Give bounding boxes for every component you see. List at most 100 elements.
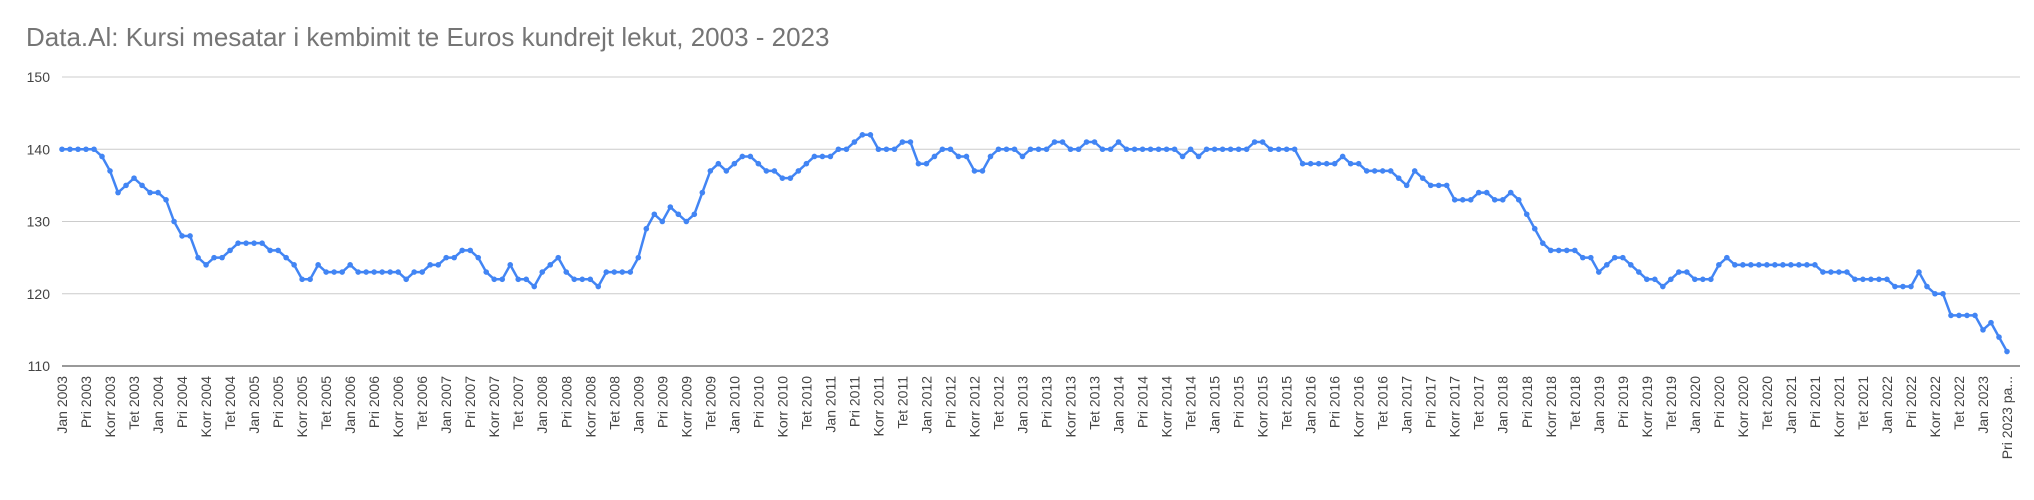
x-tick-label: Jan 2012: [918, 376, 934, 434]
point: [835, 146, 842, 153]
point: [1692, 276, 1698, 283]
point: [579, 276, 586, 283]
x-tick-label: Jan 2020: [1687, 376, 1703, 434]
point: [1107, 146, 1114, 153]
point: [1195, 153, 1202, 160]
point: [379, 269, 385, 275]
point: [339, 269, 345, 275]
point: [491, 276, 498, 283]
point: [779, 175, 786, 181]
x-tick-label: Korr 2018: [1543, 376, 1559, 438]
point: [59, 146, 65, 153]
point: [1628, 262, 1634, 268]
point: [411, 269, 417, 275]
point: [1139, 146, 1146, 153]
x-tick-label: Jan 2004: [150, 376, 166, 434]
point: [1724, 254, 1730, 261]
point: [947, 146, 954, 153]
point: [539, 269, 546, 275]
point: [235, 240, 241, 246]
point: [795, 168, 802, 174]
x-tick-label: Tet 2005: [318, 376, 334, 430]
point: [1099, 146, 1106, 153]
point: [819, 153, 826, 160]
x-tick-label: Pri 2016: [1327, 376, 1343, 428]
point: [611, 269, 618, 275]
point: [363, 269, 369, 275]
point: [1708, 276, 1714, 283]
point: [523, 276, 530, 283]
x-tick-label: Jan 2003: [54, 376, 70, 434]
point: [1339, 153, 1346, 160]
point: [1003, 146, 1010, 153]
point: [1299, 160, 1306, 167]
point: [1067, 146, 1074, 153]
x-tick-label: Tet 2008: [606, 376, 622, 430]
x-tick-label: Jan 2013: [1014, 376, 1030, 434]
point: [259, 240, 265, 246]
point: [1187, 146, 1194, 153]
x-tick-label: Korr 2008: [582, 376, 598, 438]
point: [803, 160, 810, 167]
x-tick-label: Jan 2017: [1399, 376, 1415, 434]
point: [123, 182, 129, 189]
x-tick-label: Korr 2015: [1255, 376, 1271, 438]
point: [1227, 146, 1234, 153]
point: [1644, 276, 1650, 283]
point: [251, 240, 257, 246]
point: [1603, 262, 1610, 268]
point: [979, 168, 986, 174]
point: [1427, 182, 1434, 189]
point: [1483, 189, 1490, 196]
point: [1419, 175, 1426, 181]
point: [1884, 276, 1890, 283]
point: [1812, 262, 1818, 268]
point: [1876, 276, 1882, 283]
point: [1403, 182, 1410, 189]
x-tick-label: Jan 2009: [630, 376, 646, 434]
point: [1123, 146, 1130, 153]
point: [1836, 269, 1842, 275]
point: [811, 153, 818, 160]
point: [739, 153, 746, 160]
point: [651, 211, 658, 218]
point: [1027, 146, 1034, 153]
point: [1291, 146, 1298, 153]
point: [91, 146, 97, 153]
point: [931, 153, 938, 160]
x-tick-label: Korr 2022: [1927, 376, 1943, 438]
x-tick-label: Tet 2003: [126, 376, 142, 430]
point: [2004, 348, 2010, 355]
point: [1916, 269, 1922, 275]
x-tick-label: Tet 2021: [1855, 376, 1871, 430]
x-tick-label: Pri 2020: [1711, 376, 1727, 428]
point: [1892, 283, 1898, 290]
x-tick-label: Korr 2014: [1159, 376, 1175, 438]
point: [1451, 197, 1458, 203]
point: [1660, 283, 1666, 290]
point: [1820, 269, 1826, 275]
x-tick-label: Korr 2019: [1639, 376, 1655, 438]
x-tick-label: Tet 2006: [414, 376, 430, 430]
point: [1147, 146, 1154, 153]
point: [1515, 197, 1522, 203]
point: [715, 160, 722, 167]
point: [1315, 160, 1322, 167]
point: [267, 247, 273, 254]
point: [1019, 153, 1026, 160]
x-tick-label: Tet 2007: [510, 376, 526, 430]
x-tick-label: Pri 2014: [1135, 376, 1151, 428]
x-tick-label: Korr 2012: [966, 376, 982, 438]
x-tick-label: Korr 2020: [1735, 376, 1751, 438]
point: [299, 276, 305, 283]
x-tick-label: Pri 2008: [558, 376, 574, 428]
point: [1507, 189, 1514, 196]
point: [1547, 247, 1554, 254]
x-tick-label: Pri 2017: [1423, 376, 1439, 428]
x-tick-label: Korr 2006: [390, 376, 406, 438]
point: [443, 254, 449, 261]
point: [1035, 146, 1042, 153]
point: [867, 132, 874, 138]
point: [1956, 312, 1962, 319]
